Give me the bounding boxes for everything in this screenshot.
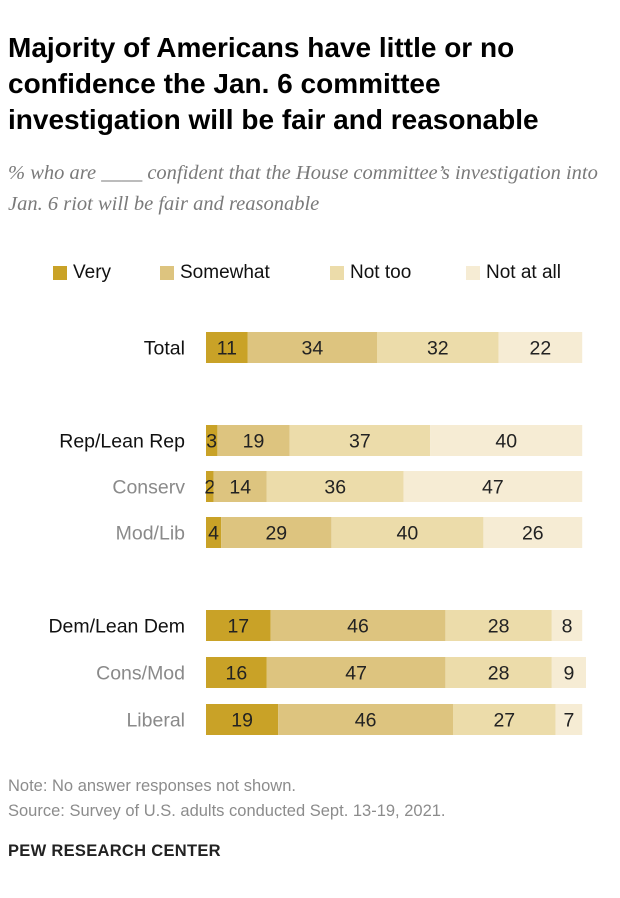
bar-mod-lib-not-too (331, 517, 484, 548)
bar-row-dem-lean-dem: Dem/Lean Dem 17 46 28 8 (48, 610, 583, 641)
data-label-mod-lib-somewhat: 29 (265, 523, 287, 545)
bar-rep-lean-rep-very (206, 425, 218, 456)
legend-swatch-very (53, 266, 67, 280)
data-label-dem-lean-dem-not-at-all: 8 (562, 616, 573, 638)
bar-dem-lean-dem-not-too (445, 610, 552, 641)
data-label-mod-lib-not-at-all: 26 (522, 523, 544, 545)
bar-conserv-not-at-all (403, 471, 583, 502)
chart-source: Source: Survey of U.S. adults conducted … (8, 802, 446, 820)
data-label-total-not-too: 32 (427, 338, 449, 360)
data-label-conserv-not-at-all: 47 (482, 477, 504, 499)
data-label-mod-lib-not-too: 40 (397, 523, 419, 545)
data-label-dem-lean-dem-somewhat: 46 (347, 616, 369, 638)
data-label-total-very: 11 (217, 338, 237, 360)
category-label-cons-mod: Cons/Mod (96, 663, 185, 685)
data-label-liberal-somewhat: 46 (355, 710, 377, 732)
legend-item-not-at-all: Not at all (466, 262, 561, 284)
chart-legend: Very Somewhat Not too Not at all (0, 262, 620, 284)
data-label-rep-lean-rep-not-at-all: 40 (495, 431, 517, 453)
legend-swatch-somewhat (160, 266, 174, 280)
category-label-dem-lean-dem: Dem/Lean Dem (48, 616, 185, 638)
chart-title: Majority of Americans have little or no … (8, 32, 539, 135)
legend-item-not-too: Not too (330, 262, 411, 284)
bar-dem-lean-dem-very (206, 610, 271, 641)
legend-item-somewhat: Somewhat (160, 262, 270, 284)
bar-row-total: Total 11 34 32 22 (144, 332, 583, 363)
legend-label-not-at-all: Not at all (486, 262, 561, 283)
bar-conserv-somewhat (213, 471, 267, 502)
bar-liberal-somewhat (278, 704, 453, 735)
data-label-rep-lean-rep-not-too: 37 (349, 431, 371, 453)
data-label-total-somewhat: 34 (302, 338, 324, 360)
bar-liberal-not-too (453, 704, 556, 735)
bar-mod-lib-very (206, 517, 222, 548)
bar-mod-lib-somewhat (221, 517, 332, 548)
data-label-total-not-at-all: 22 (530, 338, 552, 360)
bar-conserv-very (206, 471, 214, 502)
chart-subtitle: % who are ____ confident that the House … (8, 162, 598, 215)
bar-row-cons-mod: Cons/Mod 16 47 28 9 (96, 657, 586, 688)
data-label-cons-mod-not-at-all: 9 (563, 663, 574, 685)
bar-row-mod-lib: Mod/Lib 4 29 40 26 (116, 517, 583, 548)
data-label-liberal-very: 19 (231, 710, 253, 732)
data-label-conserv-somewhat: 14 (229, 477, 251, 499)
bar-cons-mod-very (206, 657, 267, 688)
category-label-total: Total (144, 338, 185, 360)
data-label-rep-lean-rep-very: 3 (206, 431, 217, 453)
brand-name: PEW RESEARCH CENTER (8, 842, 221, 860)
legend-swatch-not-too (330, 266, 344, 280)
bar-total-somewhat (247, 332, 377, 363)
data-label-cons-mod-very: 16 (226, 663, 248, 685)
bar-rep-lean-rep-not-too (289, 425, 431, 456)
data-label-mod-lib-very: 4 (208, 523, 219, 545)
bar-rep-lean-rep-not-at-all (430, 425, 583, 456)
bar-total-not-too (377, 332, 499, 363)
bar-total-very (206, 332, 248, 363)
bar-liberal-very (206, 704, 279, 735)
data-label-rep-lean-rep-somewhat: 19 (243, 431, 265, 453)
category-label-mod-lib: Mod/Lib (116, 523, 186, 545)
legend-label-not-too: Not too (350, 262, 412, 283)
legend-swatch-not-at-all (466, 266, 480, 280)
bar-row-rep-lean-rep: Rep/Lean Rep 3 19 37 40 (59, 425, 583, 456)
data-label-liberal-not-at-all: 7 (563, 710, 574, 732)
bar-liberal-not-at-all (555, 704, 583, 735)
data-label-conserv-very: 2 (204, 477, 215, 499)
bar-cons-mod-not-too (445, 657, 552, 688)
bar-row-liberal: Liberal 19 46 27 7 (126, 704, 583, 735)
legend-label-very: Very (73, 262, 112, 283)
data-label-conserv-not-too: 36 (324, 477, 346, 499)
bar-row-conserv: Conserv 2 14 36 47 (112, 471, 583, 502)
bar-cons-mod-not-at-all (551, 657, 586, 688)
category-label-rep-lean-rep: Rep/Lean Rep (59, 431, 185, 453)
legend-label-somewhat: Somewhat (180, 262, 270, 283)
data-label-liberal-not-too: 27 (493, 710, 515, 732)
bar-dem-lean-dem-not-at-all (551, 610, 583, 641)
bar-rep-lean-rep-somewhat (217, 425, 290, 456)
category-label-liberal: Liberal (126, 710, 185, 732)
bar-total-not-at-all (498, 332, 583, 363)
chart-note: Note: No answer responses not shown. (8, 777, 296, 795)
data-label-dem-lean-dem-very: 17 (227, 616, 249, 638)
data-label-dem-lean-dem-not-too: 28 (488, 616, 510, 638)
bar-conserv-not-too (266, 471, 404, 502)
data-label-cons-mod-somewhat: 47 (345, 663, 367, 685)
data-label-cons-mod-not-too: 28 (488, 663, 510, 685)
bar-mod-lib-not-at-all (483, 517, 583, 548)
bar-dem-lean-dem-somewhat (270, 610, 446, 641)
legend-item-very: Very (53, 262, 111, 284)
bar-cons-mod-somewhat (266, 657, 446, 688)
category-label-conserv: Conserv (112, 477, 185, 499)
